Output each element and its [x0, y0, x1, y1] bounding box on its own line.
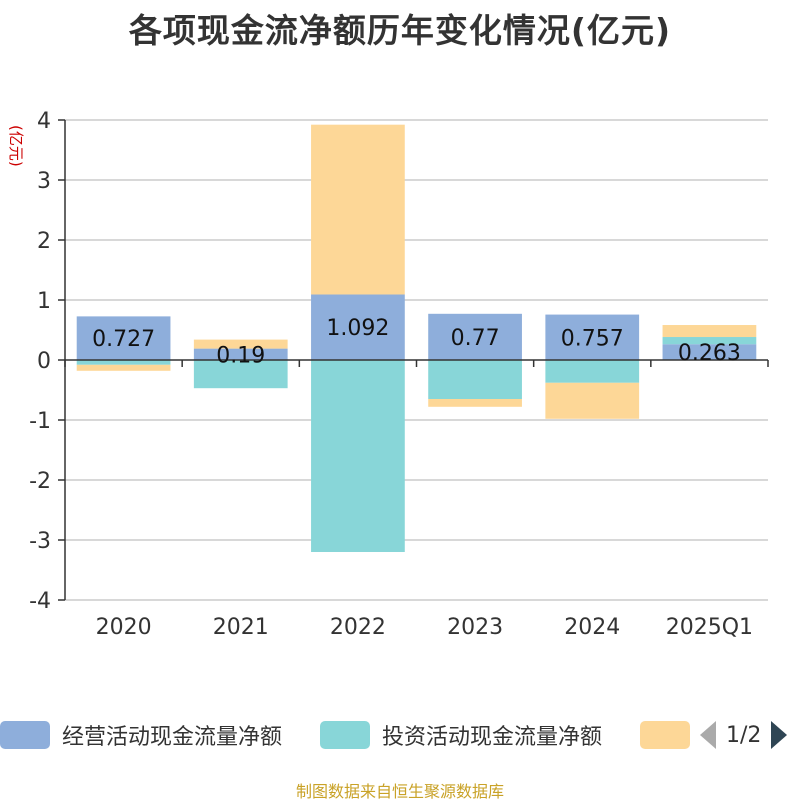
bar-series1-2021[interactable]: [193, 360, 288, 389]
bar-series2-2021[interactable]: [193, 339, 288, 349]
data-label: 0.77: [451, 326, 500, 351]
bar-series2-2025Q1[interactable]: [662, 325, 757, 338]
bar-series1-2022[interactable]: [311, 360, 405, 552]
bar-series1-2025Q1[interactable]: [662, 337, 757, 345]
bar-series2-2023[interactable]: [428, 399, 522, 407]
bar-series0-2024[interactable]: [545, 314, 640, 360]
y-tick-label: 4: [37, 109, 51, 134]
y-tick-label: 3: [37, 169, 51, 194]
bar-series0-2021[interactable]: [193, 348, 288, 360]
legend: 经营活动现金流量净额 投资活动现金流量净额: [0, 716, 800, 754]
legend-item-operating[interactable]: 经营活动现金流量净额: [0, 716, 282, 754]
y-tick-label: -2: [29, 469, 51, 494]
x-tick-label: 2024: [564, 615, 620, 640]
bar-series2-2022[interactable]: [311, 124, 405, 295]
y-tick-label: 1: [37, 289, 51, 314]
bar-series2-2020[interactable]: [76, 364, 171, 371]
data-source-note: 制图数据来自恒生聚源数据库: [295, 782, 504, 801]
x-tick-label: 2023: [447, 615, 503, 640]
x-tick-label: 2020: [96, 615, 152, 640]
y-tick-label: 2: [37, 229, 51, 254]
bars: [76, 124, 757, 552]
data-labels: 0.727 0.19 1.092 0.77 0.757 0.263: [92, 316, 741, 368]
grid-lines: [65, 119, 768, 601]
axes: 4 3 2 1 0 -1 -2 -3 -4 2020 2021 2022 2023 2024 2025Q1: [29, 109, 769, 640]
legend-swatch-operating: [0, 721, 50, 749]
legend-prev-icon[interactable]: [700, 721, 716, 749]
legend-label-investing: 投资活动现金流量净额: [382, 725, 603, 750]
legend-next-icon[interactable]: [771, 721, 788, 749]
y-tick-label: 0: [37, 349, 51, 374]
legend-label-operating: 经营活动现金流量净额: [62, 725, 283, 750]
y-tick-label: -4: [29, 589, 51, 614]
bar-series0-2022[interactable]: [311, 294, 405, 360]
x-tick-label: 2025Q1: [666, 615, 753, 640]
legend-item-investing[interactable]: 投资活动现金流量净额: [320, 716, 602, 754]
bar-series2-2024[interactable]: [545, 382, 640, 419]
data-label: 0.19: [216, 343, 265, 368]
legend-item-financing[interactable]: [640, 716, 690, 754]
chart-title: 各项现金流净额历年变化情况(亿元): [128, 11, 672, 50]
bar-series0-2023[interactable]: [428, 313, 522, 360]
x-tick-label: 2021: [213, 615, 269, 640]
data-label: 0.263: [678, 341, 741, 366]
data-label: 0.727: [92, 327, 155, 352]
y-axis-unit: (亿元): [7, 125, 25, 167]
bar-series0-2020[interactable]: [76, 316, 171, 360]
legend-pager: 1/2: [700, 716, 788, 754]
y-tick-label: -1: [29, 409, 51, 434]
bar-series1-2020[interactable]: [76, 360, 171, 365]
data-label: 0.757: [561, 326, 624, 351]
legend-swatch-financing: [640, 721, 690, 749]
bar-series1-2024[interactable]: [545, 360, 640, 383]
y-tick-label: -3: [29, 529, 51, 554]
bar-series1-2023[interactable]: [428, 360, 522, 399]
bar-series0-2025Q1[interactable]: [662, 344, 757, 360]
legend-swatch-investing: [320, 721, 370, 749]
legend-page-indicator: 1/2: [726, 722, 762, 748]
data-label: 1.092: [326, 316, 389, 341]
x-tick-label: 2022: [330, 615, 386, 640]
